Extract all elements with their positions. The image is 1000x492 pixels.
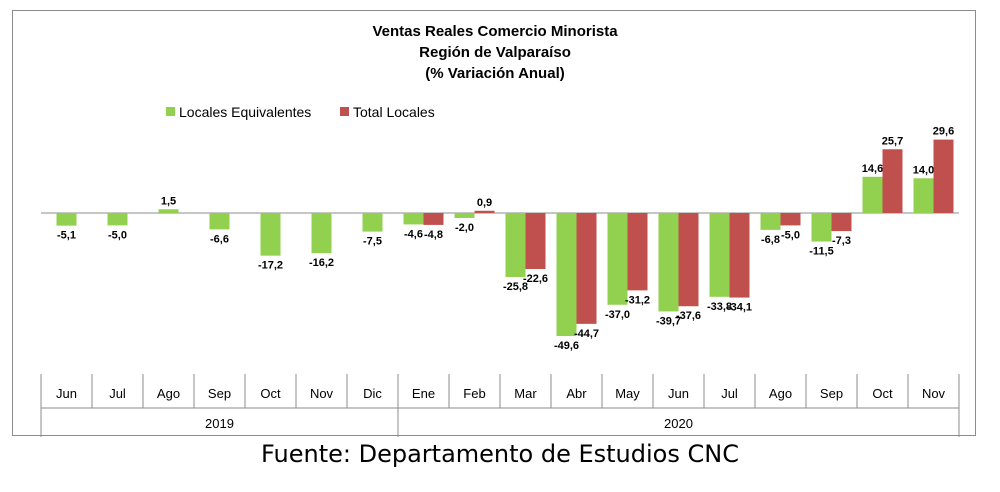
bar-locales-equivalentes-10 [556, 213, 577, 337]
bar-total-locales-14 [780, 213, 801, 226]
data-label-locales-equivalentes-13: -33,8 [707, 301, 732, 313]
data-label-total-locales-10: -44,7 [574, 328, 599, 340]
tick-label-oct-16: Oct [872, 386, 893, 401]
data-label-locales-equivalentes-4: -17,2 [258, 260, 283, 272]
bar-total-locales-8 [474, 210, 495, 213]
data-label-total-locales-11: -31,2 [625, 294, 650, 306]
data-label-locales-equivalentes-9: -25,8 [503, 281, 528, 293]
data-label-total-locales-15: -7,3 [832, 235, 851, 247]
tick-label-abr-10: Abr [566, 386, 587, 401]
category-axis: Jun Jul Ago Sep Oct Nov Dic Ene Feb Mar Abr May Jun J… [40, 374, 960, 437]
data-label-total-locales-16: 25,7 [882, 135, 903, 147]
legend-swatch-total-locales [340, 107, 349, 116]
bar-locales-equivalentes-7 [403, 213, 424, 225]
tick-label-ago-2: Ago [157, 386, 180, 401]
bar-locales-equivalentes-0 [56, 213, 77, 226]
bar-total-locales-13 [729, 213, 750, 298]
tick-label-jun-0: Jun [56, 386, 77, 401]
data-label-locales-equivalentes-5: -16,2 [309, 257, 334, 269]
tick-label-nov-17: Nov [922, 386, 946, 401]
plot-area: -5,1 -5,0 1,5 -6,6 -17,2 -16,2 -7,5 -4,6 -2,0 -25… [41, 126, 959, 352]
data-label-locales-equivalentes-12: -39,7 [656, 315, 681, 327]
tick-label-ene-7: Ene [412, 386, 435, 401]
bar-locales-equivalentes-5 [311, 213, 332, 254]
bar-total-locales-17 [933, 139, 954, 213]
tick-label-nov-5: Nov [310, 386, 334, 401]
tick-label-jul-13: Jul [721, 386, 738, 401]
tick-label-mar-9: Mar [514, 386, 537, 401]
legend-label-locales-equivalentes: Locales Equivalentes [179, 104, 311, 120]
chart-svg: Ventas Reales Comercio Minorista Región … [40, 23, 960, 437]
chart-frame: Ventas Reales Comercio Minorista Región … [12, 10, 976, 437]
bar-locales-equivalentes-12 [658, 213, 679, 312]
data-label-locales-equivalentes-11: -37,0 [605, 309, 630, 321]
bar-locales-equivalentes-8 [454, 213, 475, 218]
year-label-2019: 2019 [205, 416, 234, 431]
bar-total-locales-9 [525, 213, 546, 270]
bar-total-locales-15 [831, 213, 852, 232]
data-label-locales-equivalentes-3: -6,6 [210, 233, 229, 245]
bar-locales-equivalentes-14 [760, 213, 781, 230]
legend: Locales Equivalentes Total Locales [166, 104, 435, 120]
bar-locales-equivalentes-6 [362, 213, 383, 232]
data-label-total-locales-12: -37,6 [676, 310, 701, 322]
bar-locales-equivalentes-11 [607, 213, 628, 305]
bar-locales-equivalentes-9 [505, 213, 526, 277]
data-label-total-locales-7: -4,8 [424, 229, 443, 241]
bar-total-locales-7 [423, 213, 444, 225]
bar-locales-equivalentes-3 [209, 213, 230, 230]
data-label-locales-equivalentes-17: 14,0 [913, 164, 934, 176]
bar-locales-equivalentes-4 [260, 213, 281, 256]
tick-label-dic-6: Dic [363, 386, 382, 401]
data-label-locales-equivalentes-1: -5,0 [108, 229, 127, 241]
bar-locales-equivalentes-16 [862, 176, 883, 213]
data-label-total-locales-8: 0,9 [477, 197, 492, 209]
bar-locales-equivalentes-13 [709, 213, 730, 297]
bar-total-locales-12 [678, 213, 699, 307]
data-label-locales-equivalentes-6: -7,5 [363, 236, 382, 248]
data-label-locales-equivalentes-14: -6,8 [761, 234, 780, 246]
data-label-locales-equivalentes-8: -2,0 [455, 222, 474, 234]
bar-total-locales-10 [576, 213, 597, 324]
source-note: Fuente: Departamento de Estudios CNC [261, 440, 739, 468]
data-label-locales-equivalentes-10: -49,6 [554, 340, 579, 352]
bar-locales-equivalentes-15 [811, 213, 832, 242]
tick-label-sep-3: Sep [208, 386, 231, 401]
chart-title: Ventas Reales Comercio Minorista [372, 23, 618, 40]
data-label-total-locales-17: 29,6 [933, 126, 954, 138]
data-label-locales-equivalentes-16: 14,6 [862, 163, 883, 175]
bar-locales-equivalentes-1 [107, 213, 128, 226]
bar-locales-equivalentes-17 [913, 178, 934, 213]
data-label-total-locales-9: -22,6 [523, 273, 548, 285]
bar-total-locales-11 [627, 213, 648, 291]
data-label-locales-equivalentes-7: -4,6 [404, 228, 423, 240]
data-label-total-locales-13: -34,1 [727, 302, 752, 314]
tick-label-sep-15: Sep [820, 386, 843, 401]
data-label-locales-equivalentes-15: -11,5 [809, 246, 833, 258]
tick-label-ago-14: Ago [769, 386, 792, 401]
tick-label-may-11: May [615, 386, 640, 401]
tick-label-feb-8: Feb [463, 386, 485, 401]
bar-locales-equivalentes-2 [158, 209, 179, 213]
chart-subtitle: Región de Valparaíso [419, 44, 571, 61]
tick-label-jul-1: Jul [109, 386, 126, 401]
data-label-locales-equivalentes-2: 1,5 [161, 195, 176, 207]
year-label-2020: 2020 [664, 416, 693, 431]
data-label-locales-equivalentes-0: -5,1 [57, 230, 76, 242]
data-label-total-locales-14: -5,0 [781, 229, 800, 241]
legend-swatch-locales-equivalentes [166, 107, 175, 116]
legend-label-total-locales: Total Locales [353, 104, 435, 120]
bar-total-locales-16 [882, 149, 903, 213]
tick-label-oct-4: Oct [260, 386, 281, 401]
tick-label-jun-12: Jun [668, 386, 689, 401]
chart-subtitle-units: (% Variación Anual) [425, 65, 564, 82]
